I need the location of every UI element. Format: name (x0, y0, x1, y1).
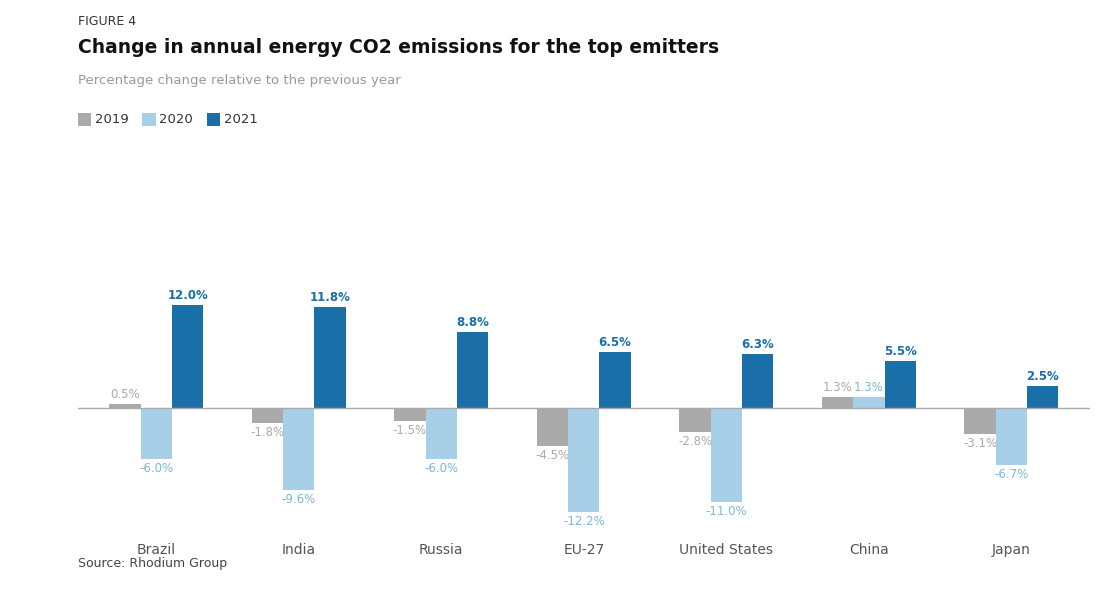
Bar (395, 408, 426, 421)
Bar (742, 354, 773, 408)
Text: Change in annual energy CO2 emissions for the top emitters: Change in annual energy CO2 emissions fo… (78, 38, 719, 57)
Text: 6.3%: 6.3% (742, 338, 774, 351)
Bar (711, 408, 742, 502)
Bar (679, 408, 711, 432)
Text: -9.6%: -9.6% (281, 493, 316, 506)
Bar (140, 408, 172, 459)
Text: 6.5%: 6.5% (598, 336, 632, 349)
Bar (172, 305, 203, 408)
Bar (822, 397, 853, 408)
Text: 2019: 2019 (95, 113, 128, 126)
Text: -6.0%: -6.0% (139, 462, 173, 475)
Bar (426, 408, 457, 459)
Text: 0.5%: 0.5% (110, 388, 140, 401)
Bar (853, 397, 884, 408)
Text: -2.8%: -2.8% (678, 435, 712, 448)
Bar (537, 408, 568, 446)
Text: FIGURE 4: FIGURE 4 (78, 15, 136, 28)
Text: -11.0%: -11.0% (705, 505, 747, 518)
Bar (315, 307, 346, 408)
Bar (964, 408, 995, 434)
Text: 2.5%: 2.5% (1026, 371, 1059, 384)
Text: 2020: 2020 (159, 113, 192, 126)
Text: -6.0%: -6.0% (424, 462, 458, 475)
Text: 5.5%: 5.5% (884, 345, 916, 358)
Text: 12.0%: 12.0% (167, 289, 208, 302)
Text: 1.3%: 1.3% (854, 381, 884, 394)
Bar (1027, 387, 1059, 408)
Text: -1.5%: -1.5% (393, 424, 427, 437)
Text: -6.7%: -6.7% (994, 468, 1029, 481)
Text: 2021: 2021 (224, 113, 257, 126)
Bar (884, 361, 916, 408)
Bar (568, 408, 599, 512)
Bar (109, 404, 140, 408)
Text: 11.8%: 11.8% (309, 291, 350, 304)
Text: -3.1%: -3.1% (963, 437, 997, 450)
Text: 8.8%: 8.8% (456, 316, 489, 329)
Text: -1.8%: -1.8% (250, 426, 285, 439)
Bar (251, 408, 284, 423)
Text: -12.2%: -12.2% (563, 515, 605, 528)
Bar (284, 408, 315, 490)
Text: -4.5%: -4.5% (535, 449, 569, 462)
Text: Percentage change relative to the previous year: Percentage change relative to the previo… (78, 74, 400, 87)
Text: Source: Rhodium Group: Source: Rhodium Group (78, 557, 227, 570)
Bar (995, 408, 1027, 465)
Text: 1.3%: 1.3% (823, 381, 853, 394)
Bar (457, 333, 488, 408)
Bar (599, 352, 631, 408)
